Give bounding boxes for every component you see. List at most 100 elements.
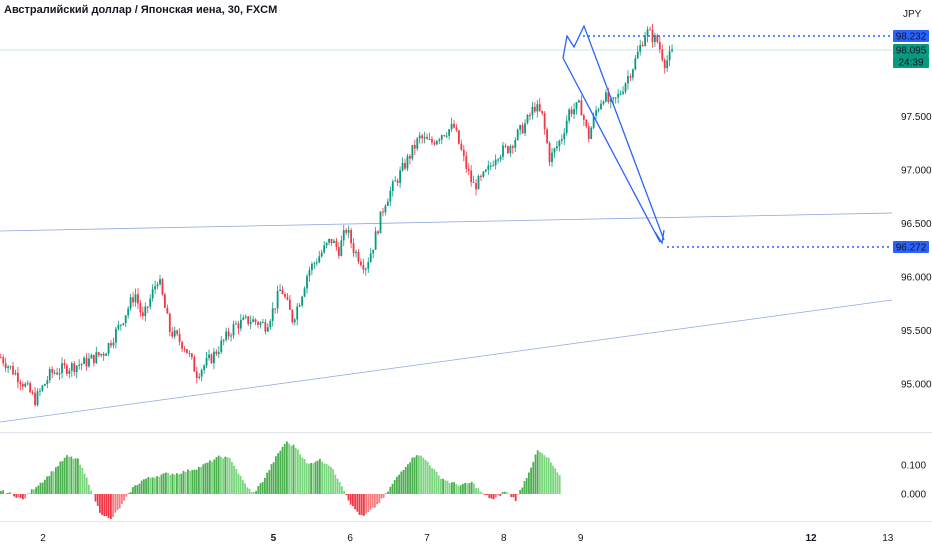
trend-line-upper[interactable] <box>0 212 893 232</box>
oscillator-bar <box>66 455 68 494</box>
oscillator-bar <box>270 464 273 494</box>
oscillator-bar <box>453 482 455 494</box>
oscillator-bar <box>402 469 405 494</box>
oscillator-bar <box>136 485 139 494</box>
oscillator-bar <box>497 494 499 496</box>
oscillator-bar <box>72 458 75 494</box>
oscillator-bar <box>545 457 548 494</box>
trend-line-lower[interactable] <box>0 299 893 423</box>
oscillator-bar <box>534 454 537 494</box>
oscillator-bar <box>52 471 55 494</box>
oscillator-bar <box>68 456 70 494</box>
oscillator-bar <box>448 483 451 494</box>
candle <box>303 286 306 298</box>
candle <box>492 160 495 167</box>
price-axis-tick: 95.500 <box>901 326 932 337</box>
candle <box>462 145 465 162</box>
oscillator-bar <box>255 490 257 494</box>
oscillator-bar <box>490 494 493 499</box>
candle <box>423 131 426 144</box>
candle <box>369 247 372 263</box>
oscillator-bar <box>486 494 488 496</box>
candle <box>585 119 588 129</box>
candle <box>440 134 443 145</box>
time-axis-tick: 6 <box>347 533 353 544</box>
price-axis-tick: 96.000 <box>901 273 932 284</box>
candle <box>68 368 71 379</box>
candle <box>641 41 644 47</box>
oscillator-bar <box>334 474 337 494</box>
candle <box>205 351 208 369</box>
candle <box>31 389 34 396</box>
oscillator-bar <box>347 494 350 501</box>
candle <box>181 340 183 352</box>
projection-path[interactable] <box>562 24 665 241</box>
oscillator-bar <box>305 463 308 494</box>
time-axis-tick: 8 <box>501 533 507 544</box>
candle <box>509 144 512 157</box>
oscillator-bar <box>499 494 502 496</box>
oscillator-bar <box>162 473 165 494</box>
price-tag-label: 24:39 <box>898 58 923 69</box>
candle <box>548 141 551 167</box>
projection-path-leg[interactable] <box>562 57 661 243</box>
candle <box>556 141 558 152</box>
candle <box>63 359 66 369</box>
candle <box>355 249 357 258</box>
oscillator-bar <box>407 464 409 494</box>
candle <box>465 151 468 173</box>
candle <box>494 154 497 170</box>
candle <box>391 179 394 197</box>
oscillator-bar <box>429 465 431 494</box>
candle <box>605 89 607 103</box>
oscillator-bar <box>426 461 429 494</box>
oscillator-bar <box>532 461 535 494</box>
oscillator-bar <box>50 471 53 494</box>
candle <box>315 258 318 266</box>
oscillator-bar <box>143 479 145 494</box>
oscillator-bar <box>8 492 11 494</box>
oscillator-bar <box>431 468 433 494</box>
candle <box>484 168 487 173</box>
candle <box>502 142 504 161</box>
candle <box>41 384 44 393</box>
oscillator-bar <box>525 477 528 494</box>
oscillator-bar <box>440 478 442 494</box>
oscillator-bar <box>268 470 271 494</box>
candle <box>78 359 81 370</box>
oscillator-bar <box>378 494 381 504</box>
oscillator-bar <box>415 455 418 494</box>
candle <box>333 238 335 244</box>
oscillator-bar <box>481 492 484 494</box>
oscillator-bar <box>244 483 246 494</box>
oscillator-bar <box>59 461 62 494</box>
oscillator-bar <box>103 494 106 517</box>
oscillator-bar <box>85 477 88 494</box>
time-axis-tick: 2 <box>40 533 46 544</box>
candle <box>514 137 517 152</box>
oscillator-bar <box>253 492 255 494</box>
candle <box>639 39 642 56</box>
candle <box>622 86 624 96</box>
candle <box>526 113 529 125</box>
oscillator-bar <box>283 443 286 494</box>
candle <box>149 294 152 310</box>
candle <box>418 131 421 144</box>
oscillator-bar <box>396 476 398 494</box>
candle <box>144 302 147 322</box>
oscillator-bar <box>462 484 464 494</box>
oscillator-bar <box>125 494 128 497</box>
candle <box>0 353 2 359</box>
candle <box>210 353 213 364</box>
oscillator-bar <box>24 494 26 499</box>
oscillator-bar <box>176 473 178 494</box>
candle <box>7 364 10 374</box>
candle <box>249 315 252 330</box>
price-tag-label: 96.272 <box>896 243 927 254</box>
candle <box>453 119 455 129</box>
oscillator-bar <box>13 494 15 497</box>
candle <box>364 267 367 276</box>
candle <box>66 363 68 377</box>
